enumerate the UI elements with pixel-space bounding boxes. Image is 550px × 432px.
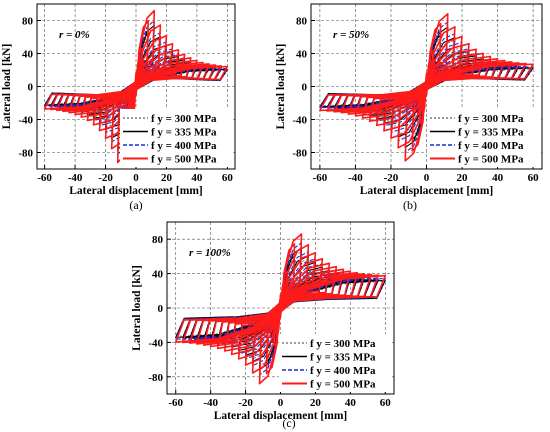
x-tick-label: 60	[222, 172, 234, 184]
x-tick-label: -40	[348, 172, 363, 184]
y-tick-label: 80	[22, 16, 34, 28]
x-tick-label: -20	[384, 172, 399, 184]
x-tick-label: 20	[457, 172, 469, 184]
y-tick-label: 40	[22, 49, 34, 61]
legend-label-1: f y = 335 MPa	[310, 352, 376, 364]
y-axis-label: Lateral load [kN]	[131, 265, 143, 351]
y-tick-label: 80	[296, 16, 308, 28]
legend-box	[120, 109, 233, 167]
x-tick-label: -60	[37, 172, 52, 184]
x-axis-label: Lateral displacement [mm]	[214, 410, 348, 422]
panel-caption: (b)	[403, 198, 417, 212]
x-tick-label: -40	[203, 397, 218, 409]
y-tick-label: 0	[28, 82, 34, 94]
x-tick-label: 60	[528, 172, 540, 184]
y-tick-label: -80	[18, 148, 33, 160]
x-tick-label: -20	[98, 172, 113, 184]
x-tick-label: 40	[345, 397, 357, 409]
ratio-annotation: r = 0%	[59, 29, 90, 41]
series-line-3	[174, 233, 387, 385]
x-tick-label: 20	[161, 172, 173, 184]
legend-box	[279, 334, 392, 392]
legend-label-2: f y = 400 MPa	[151, 140, 217, 152]
x-tick-label: 0	[133, 172, 139, 184]
y-tick-label: -40	[292, 115, 307, 127]
x-tick-label: 40	[492, 172, 504, 184]
y-axis-label: Lateral load [kN]	[275, 44, 287, 130]
y-tick-label: 0	[302, 82, 308, 94]
legend-box	[427, 109, 540, 167]
legend-label-3: f y = 500 MPa	[310, 379, 376, 391]
ratio-annotation: r = 50%	[333, 29, 369, 41]
chart-panel-0: -60 -40 -20 0 20 40 60 -80 -40 0 40 80 Lateral displ…	[1, 3, 236, 212]
legend-label-0: f y = 300 MPa	[310, 338, 376, 350]
x-tick-label: -20	[238, 397, 253, 409]
legend-label-3: f y = 500 MPa	[151, 154, 217, 166]
series-line-3	[43, 9, 229, 164]
legend-label-3: f y = 500 MPa	[458, 154, 524, 166]
x-tick-label: -40	[68, 172, 83, 184]
ratio-annotation: r = 100%	[189, 247, 231, 259]
legend-label-1: f y = 335 MPa	[458, 127, 524, 139]
legend-label-0: f y = 300 MPa	[458, 113, 524, 125]
y-tick-label: 40	[152, 269, 164, 281]
x-tick-label: 40	[191, 172, 203, 184]
x-tick-label: 0	[278, 397, 284, 409]
y-axis-label: Lateral load [kN]	[1, 44, 13, 130]
y-tick-label: 0	[158, 303, 164, 315]
legend-label-2: f y = 400 MPa	[458, 140, 524, 152]
x-tick-label: -60	[168, 397, 183, 409]
y-tick-label: -80	[148, 372, 163, 384]
y-tick-label: 40	[296, 49, 308, 61]
x-tick-label: 60	[380, 397, 392, 409]
legend-label-2: f y = 400 MPa	[310, 365, 376, 377]
series-group	[319, 13, 534, 162]
y-tick-label: -80	[292, 148, 307, 160]
panel-caption: (c)	[282, 416, 295, 430]
x-tick-label: 20	[310, 397, 322, 409]
x-tick-label: -60	[313, 172, 328, 184]
series-group	[174, 233, 387, 385]
x-tick-label: 0	[424, 172, 430, 184]
chart-panel-2: -60 -40 -20 0 20 40 60 -80 -40 0 40 80 Lateral displ…	[131, 221, 395, 430]
legend-label-1: f y = 335 MPa	[151, 127, 217, 139]
chart-panel-1: -60 -40 -20 0 20 40 60 -80 -40 0 40 80 Lateral displ…	[275, 3, 543, 212]
y-tick-label: -40	[148, 337, 163, 349]
panel-caption: (a)	[129, 198, 142, 212]
x-axis-label: Lateral displacement [mm]	[69, 185, 203, 197]
legend-label-0: f y = 300 MPa	[151, 113, 217, 125]
y-tick-label: -40	[18, 115, 33, 127]
x-axis-label: Lateral displacement [mm]	[360, 185, 494, 197]
series-group	[43, 9, 229, 164]
series-line-3	[319, 13, 534, 162]
y-tick-label: 80	[152, 234, 164, 246]
